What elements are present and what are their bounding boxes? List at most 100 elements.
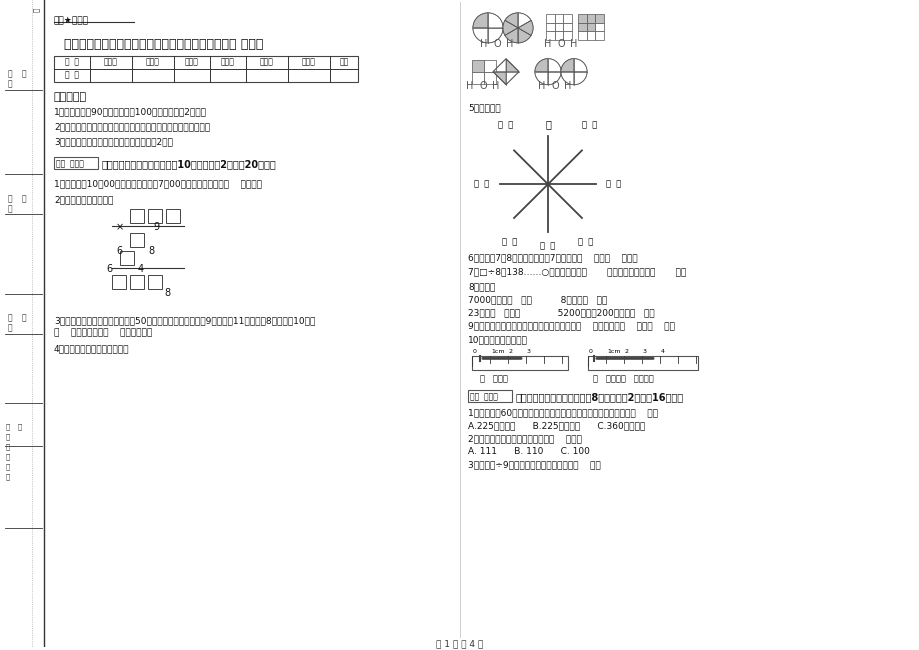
Text: （  ）: （ ） [606,179,621,188]
Text: 5、填一填。: 5、填一填。 [468,103,500,112]
Text: 考试须知：: 考试须知： [54,92,87,101]
Wedge shape [503,20,517,35]
Text: ：: ： [22,194,27,203]
Bar [130,233,144,247]
Text: 3: 3 [642,350,646,354]
Bar [54,157,98,169]
Bar [595,14,604,23]
Text: 判断题: 判断题 [185,58,199,67]
Text: ：: ： [22,70,27,79]
Bar [562,23,572,31]
Bar [577,31,586,40]
Bar [545,23,554,31]
Wedge shape [517,20,532,35]
Bar [554,14,562,23]
Text: （: （ [6,443,10,450]
Bar [471,60,483,72]
Text: 1cm: 1cm [491,350,504,354]
Text: A. 111      B. 110      C. 100: A. 111 B. 110 C. 100 [468,447,589,456]
Wedge shape [505,13,517,28]
Bar [587,356,698,370]
Text: 3、不要在试卷上乱写乱画，卷面不整洁扣2分。: 3、不要在试卷上乱写乱画，卷面不整洁扣2分。 [54,137,173,146]
Bar [148,275,162,289]
Bar [468,390,512,402]
Text: 2、最大的三位数是最大一位数的（    ）倍。: 2、最大的三位数是最大一位数的（ ）倍。 [468,434,581,443]
Bar [130,209,144,223]
Text: 姓: 姓 [7,70,12,79]
Text: 绝密★启用前: 绝密★启用前 [54,16,89,25]
Text: H: H [505,39,513,49]
Bar [586,31,595,40]
Wedge shape [535,58,548,72]
Text: （  ）: （ ） [578,237,593,246]
Wedge shape [517,28,530,43]
Text: H: H [570,39,577,49]
Text: O: O [550,81,558,90]
Text: 密: 密 [33,8,40,12]
Text: 班: 班 [7,194,12,203]
Text: H: H [466,81,473,90]
Text: 8、换算。: 8、换算。 [468,283,494,292]
Text: 1、考试时间：90分钟，满分为100分（含卷面分2分）。: 1、考试时间：90分钟，满分为100分（含卷面分2分）。 [54,107,207,116]
Text: （  ）: （ ） [502,237,517,246]
Text: （   ）厘米（   ）毫米。: （ ）厘米（ ）毫米。 [593,374,653,384]
Bar [471,356,567,370]
Bar [545,31,554,40]
Wedge shape [573,72,586,84]
Bar [54,56,357,82]
Text: 23吨＝（   ）千克             5200千克－200千克＝（   ）吨: 23吨＝（ ）千克 5200千克－200千克＝（ ）吨 [468,309,654,318]
Text: 2、在里填上适当的数。: 2、在里填上适当的数。 [54,195,113,204]
Wedge shape [548,58,561,72]
Polygon shape [505,58,518,72]
Text: 级: 级 [7,204,12,213]
Text: 学: 学 [7,313,12,322]
Text: 填空题: 填空题 [104,58,118,67]
Bar [130,275,144,289]
Text: （   ）毫米: （ ）毫米 [480,374,507,384]
Bar [554,23,562,31]
Text: （  ）: （ ） [498,120,513,129]
Wedge shape [573,58,586,72]
Text: 第 1 页 共 4 页: 第 1 页 共 4 页 [436,639,483,648]
Bar [562,31,572,40]
Text: （  ）: （ ） [582,120,597,129]
Text: 9、在进位加法中，不管哪一位上的数相加满（    ），都要向（    ）进（    ）。: 9、在进位加法中，不管哪一位上的数相加满（ ），都要向（ ）进（ ）。 [468,322,675,331]
Text: 综合题: 综合题 [260,58,274,67]
Bar [562,14,572,23]
Text: 校: 校 [7,324,12,333]
Text: H: H [492,81,499,90]
Wedge shape [548,72,561,84]
Text: （    ）跑得最快，（    ）跑得最慢。: （ ）跑得最快，（ ）跑得最慢。 [54,328,152,337]
Text: ：: ： [22,313,27,322]
Bar [586,23,595,31]
Text: 3: 3 [527,350,530,354]
Text: 0: 0 [588,350,592,354]
Bar [165,209,180,223]
Text: H: H [480,39,487,49]
Text: （  ）: （ ） [539,241,555,250]
Text: 7000千克＝（   ）吨          8千克＝（   ）克: 7000千克＝（ ）吨 8千克＝（ ）克 [468,296,607,305]
Text: 1cm: 1cm [607,350,619,354]
Text: 6、时针在7和8之间，分针指向7，这时是（    ）时（    ）分。: 6、时针在7和8之间，分针指向7，这时是（ ）时（ ）分。 [468,253,637,262]
Text: 应用题: 应用题 [301,58,315,67]
Bar [483,72,495,84]
Text: 镇: 镇 [6,433,10,439]
Wedge shape [561,72,573,84]
Bar [471,72,483,84]
Wedge shape [472,13,487,28]
Text: 3、体育老师对第一小组同学进行50米跑测试，成绩如下小红9秒，小丽11秒，小明8秒，小军10秒，: 3、体育老师对第一小组同学进行50米跑测试，成绩如下小红9秒，小丽11秒，小明8… [54,317,315,326]
Text: 10、量出钉子的长度。: 10、量出钉子的长度。 [468,335,528,345]
Text: A.225平方分米      B.225平方厘米      C.360平方厘米: A.225平方分米 B.225平方厘米 C.360平方厘米 [468,421,644,430]
Wedge shape [535,72,548,84]
Polygon shape [493,72,505,84]
Bar [545,14,554,23]
Text: 道: 道 [6,463,10,469]
Text: 得  分: 得 分 [65,71,79,80]
Text: 2、请首先按要求在试卷的指定位置填写您的姓名、班级、学号。: 2、请首先按要求在试卷的指定位置填写您的姓名、班级、学号。 [54,122,210,131]
Text: ×: × [116,222,124,232]
Text: ：: ： [17,423,22,430]
Text: 8: 8 [164,288,170,298]
Bar [119,251,134,265]
Text: H: H [538,81,545,90]
Bar [148,209,162,223]
